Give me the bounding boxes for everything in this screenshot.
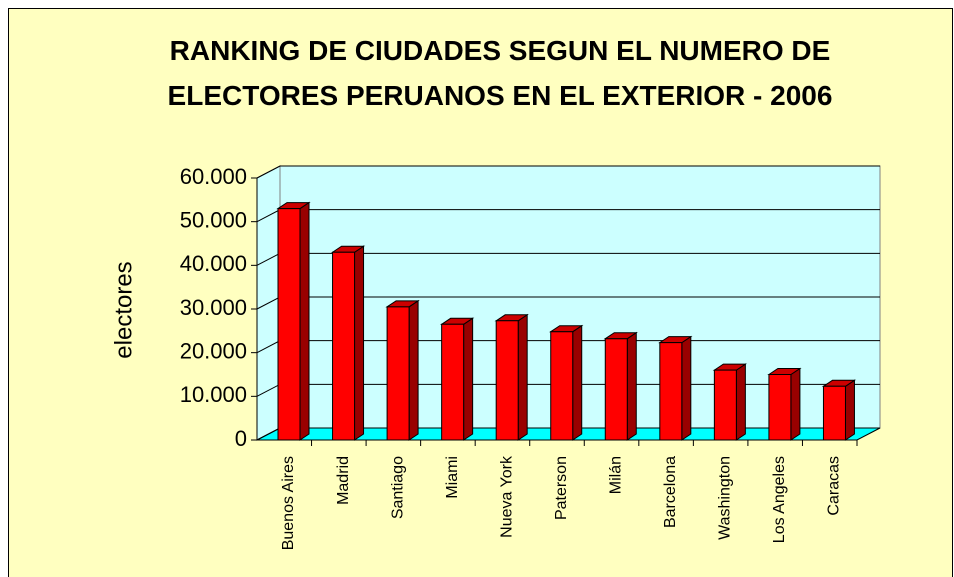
bar (603, 331, 638, 441)
x-tick-label: Milán (607, 456, 624, 494)
bar-side (354, 245, 365, 441)
bar-front (550, 331, 574, 441)
bar-side (517, 313, 528, 441)
bar-front (441, 323, 465, 441)
bar (712, 363, 748, 441)
y-axis-label: electores (110, 261, 137, 358)
bar-front (659, 342, 683, 441)
x-tick-label: Nueva York (498, 455, 515, 538)
bar (276, 201, 311, 441)
bar-front (713, 369, 737, 441)
y-tick-label: 40.000 (180, 251, 247, 276)
bar (767, 367, 802, 441)
x-tick-label: Santiago (389, 456, 406, 519)
y-tick-label: 10.000 (180, 382, 247, 407)
bar-side (790, 367, 801, 441)
y-tick-label: 0 (235, 426, 247, 451)
bar (439, 317, 475, 441)
bar-front (768, 374, 792, 441)
bar-front (332, 251, 356, 441)
y-tick-label: 60.000 (180, 164, 247, 189)
bar (494, 313, 529, 441)
x-tick-label: Barcelona (662, 456, 679, 528)
bar (658, 335, 693, 441)
x-tick-label: Caracas (826, 456, 843, 516)
x-tick-label: Miami (444, 456, 461, 499)
bar-front (822, 385, 846, 441)
bar (330, 245, 366, 441)
bar-front (386, 306, 410, 441)
x-tick-label: Washington (717, 456, 734, 540)
y-tick-label: 50.000 (180, 207, 247, 232)
bar-side (844, 379, 855, 441)
bar-side (299, 201, 310, 441)
bar (821, 379, 857, 441)
bar (385, 299, 420, 441)
x-tick-label: Paterson (553, 456, 570, 520)
x-tick-label: Buenos Aires (280, 456, 297, 550)
bar (549, 324, 584, 441)
y-tick-label: 30.000 (180, 295, 247, 320)
bar-front (495, 320, 519, 441)
x-tick-label: Madrid (335, 456, 352, 505)
grid-line (256, 165, 880, 179)
chart-title: RANKING DE CIUDADES SEGUN EL NUMERO DE E… (167, 35, 833, 111)
bar-front (604, 338, 628, 441)
bar-side (408, 299, 419, 441)
bar-side (463, 317, 474, 441)
bar-front (277, 208, 301, 441)
y-tick-label: 20.000 (180, 338, 247, 363)
x-tick-label: Los Angeles (771, 456, 788, 543)
bar-side (681, 335, 692, 441)
bar-side (572, 324, 583, 441)
bar-side (626, 331, 637, 441)
bar-side (735, 363, 746, 441)
